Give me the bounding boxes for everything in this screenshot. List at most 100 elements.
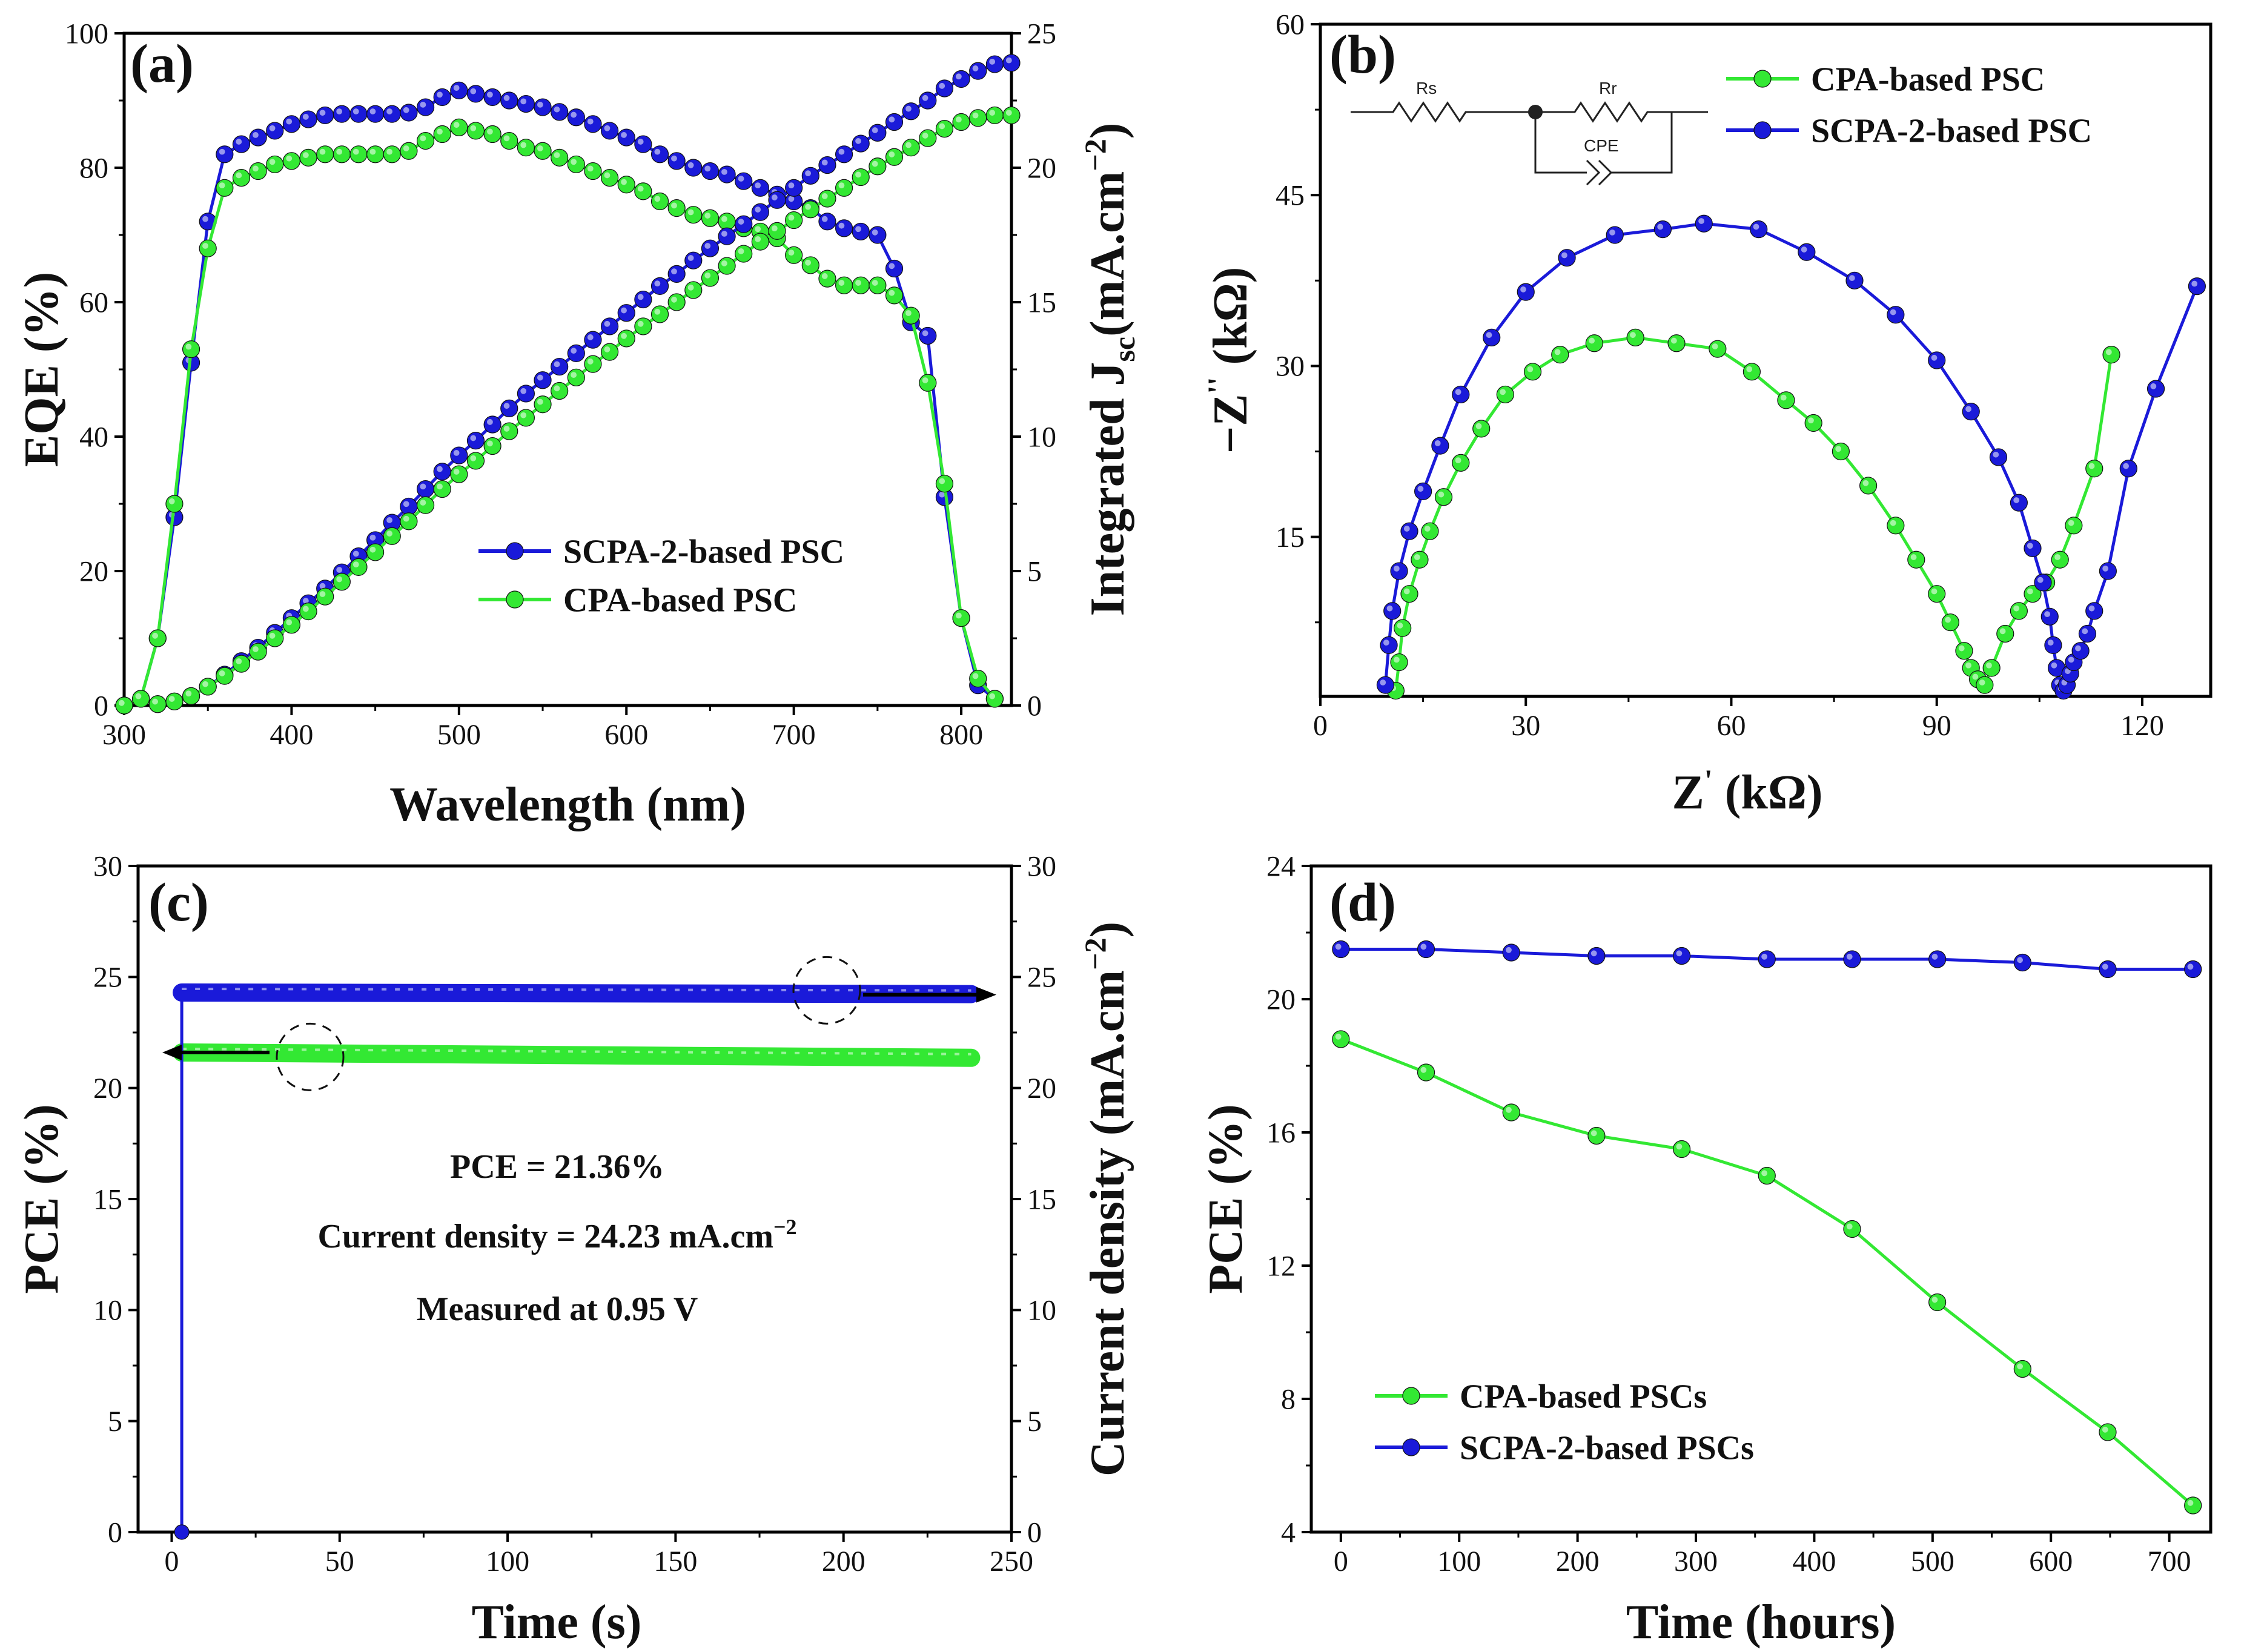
b-blue-point-highlight <box>2013 497 2020 503</box>
a-green-point-highlight <box>520 412 527 418</box>
a-blue-point-highlight <box>470 435 477 441</box>
b-green-point <box>1400 585 1418 603</box>
x-tick-label: 600 <box>604 719 648 751</box>
a-blue-point-highlight <box>922 94 928 101</box>
b-green-point <box>1996 624 2014 643</box>
a-blue-point-highlight <box>587 118 594 125</box>
a-green-point-highlight <box>352 148 359 155</box>
a-green-point-highlight <box>1005 110 1012 116</box>
panel-a-chart: 300 400 500 600 700 800 0 20 40 60 80 100 0 5 10 15 20 25… <box>15 18 1141 831</box>
a-green-point <box>400 512 418 530</box>
a-blue-point-highlight <box>403 501 409 507</box>
a-blue-point <box>551 103 569 121</box>
x-tick-label: 700 <box>772 719 816 751</box>
b-green-point <box>1832 442 1850 461</box>
a-green-point-highlight <box>554 152 560 159</box>
y2-axis-title-main: Integrated J <box>1081 362 1134 616</box>
b-blue-point-highlight <box>2068 656 2074 663</box>
a-blue-point <box>718 227 736 245</box>
a-green-point <box>718 213 736 231</box>
d-blue-point-highlight <box>1761 953 1767 960</box>
a-blue-point-highlight <box>905 105 912 112</box>
a-blue-point <box>517 385 535 403</box>
a-green-point-highlight <box>253 165 259 172</box>
y2-axis-title-sup: −2 <box>1078 139 1112 171</box>
b-blue-point <box>2040 607 2059 626</box>
a-blue-point-highlight <box>253 131 259 138</box>
a-green-point-highlight <box>219 182 225 188</box>
resistor-rr <box>1538 101 1708 123</box>
a-green-point <box>718 257 736 275</box>
b-green-point <box>1941 613 1959 632</box>
a-green-point <box>282 616 301 634</box>
b-green-point-highlight <box>1403 588 1410 595</box>
a-blue-point <box>701 162 720 180</box>
d-green-point-highlight <box>1590 1130 1597 1137</box>
a-green-point-highlight <box>286 619 293 626</box>
a-green-point <box>935 475 954 493</box>
cpe-wire-right <box>1611 112 1673 174</box>
annotation-current-density-sup: −2 <box>773 1215 797 1239</box>
plot-frame <box>1319 22 2213 698</box>
a-green-point <box>801 256 819 274</box>
a-green-point <box>567 368 585 386</box>
panel-label: (b) <box>1329 25 1396 85</box>
d-blue-point-highlight <box>1931 953 1938 960</box>
a-green-point-highlight <box>487 440 493 447</box>
x-tick-label: 200 <box>1556 1545 1600 1578</box>
a-green-point <box>500 132 518 150</box>
a-green-point <box>969 109 987 127</box>
a-green-point-highlight <box>755 236 761 242</box>
a-blue-point <box>500 91 518 110</box>
a-green-point-highlight <box>152 632 158 639</box>
x-axis-title-sup: ' <box>1704 763 1713 797</box>
b-blue-point <box>1483 328 1501 346</box>
a-green-point-highlight <box>537 145 543 151</box>
a-green-point <box>366 145 385 164</box>
y-tick-label: 25 <box>93 962 122 994</box>
a-green-point <box>601 169 619 187</box>
a-blue-point <box>1002 54 1021 72</box>
a-blue-point-highlight <box>654 148 661 155</box>
b-green-point-highlight <box>1965 662 1971 669</box>
a-blue-point <box>650 277 669 295</box>
d-green-point <box>1502 1103 1520 1122</box>
a-blue-point-highlight <box>520 388 527 394</box>
a-green-point-highlight <box>922 377 928 383</box>
d-green-point-highlight <box>1506 1106 1512 1113</box>
c-blue-start-point <box>174 1524 190 1540</box>
a-green-point-highlight <box>905 310 912 316</box>
a-green-point-highlight <box>922 133 928 139</box>
b-green-point <box>1394 619 1412 637</box>
a-blue-point <box>684 159 703 177</box>
legend-label: CPA-based PSC <box>1811 61 2045 99</box>
a-blue-point <box>282 115 301 133</box>
y-axis-title-unit: (kΩ) <box>1204 267 1257 377</box>
a-green-point-highlight <box>302 152 309 159</box>
a-blue-point <box>216 145 234 164</box>
b-green-point-highlight <box>1835 446 1842 452</box>
a-blue-point-highlight <box>554 361 560 368</box>
a-green-point-highlight <box>687 284 694 291</box>
a-green-point <box>667 199 686 217</box>
a-green-point-highlight <box>453 122 460 128</box>
a-blue-point <box>333 105 351 123</box>
b-green-point-highlight <box>1972 673 1979 680</box>
a-blue-point <box>299 110 317 128</box>
a-green-point <box>148 695 167 713</box>
a-blue-point-highlight <box>319 110 326 116</box>
a-green-point-highlight <box>369 148 376 155</box>
panel-c-chart: 0 50 100 150 200 250051015202530051015202530T… <box>15 850 1134 1649</box>
a-blue-point <box>919 91 937 110</box>
b-green-point <box>1667 334 1686 352</box>
y2-axis-title-sub: sc <box>1107 337 1141 362</box>
a-green-point <box>852 276 870 294</box>
b-blue-point-highlight <box>1417 486 1424 492</box>
a-green-point <box>249 643 267 661</box>
y-tick-label: 40 <box>79 421 108 453</box>
b-blue-point-highlight <box>1386 605 1393 612</box>
y-tick-label: 45 <box>1276 180 1305 212</box>
legend-marker <box>506 542 524 560</box>
b-blue-point <box>2024 539 2042 558</box>
a-green-point-highlight <box>621 179 627 185</box>
